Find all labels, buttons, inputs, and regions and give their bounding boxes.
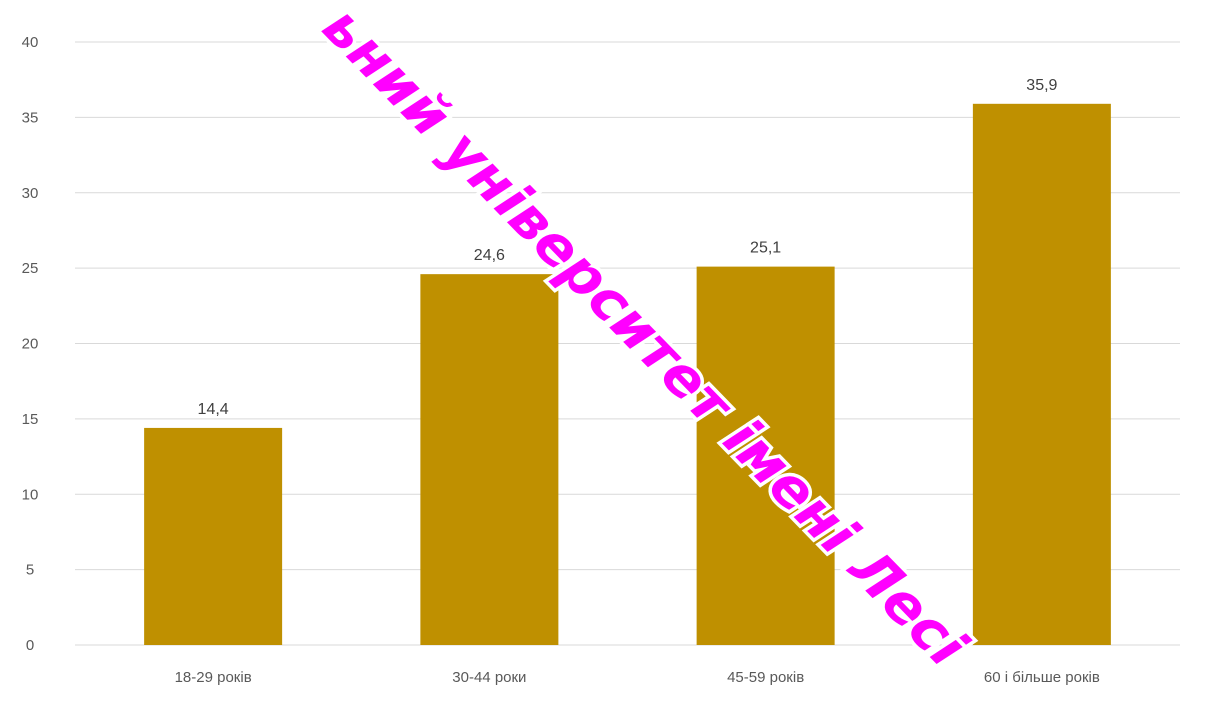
y-tick-label: 40 <box>22 34 39 51</box>
y-tick-label: 15 <box>22 411 39 428</box>
y-tick-label: 30 <box>22 185 39 202</box>
bar <box>972 103 1111 646</box>
bar <box>420 274 559 645</box>
data-label: 24,6 <box>474 247 505 264</box>
y-tick-label: 10 <box>22 486 39 503</box>
bar <box>144 427 283 645</box>
bar <box>696 266 835 645</box>
bars <box>144 103 1111 646</box>
y-tick-label: 35 <box>22 109 39 126</box>
category-label: 45-59 років <box>727 669 804 686</box>
category-label: 30-44 роки <box>452 669 526 686</box>
data-label: 35,9 <box>1026 77 1057 94</box>
watermark-text: ьний університет імені Лесі <box>310 0 979 680</box>
data-labels: 14,4 24,6 25,1 35,9 <box>198 77 1058 418</box>
category-label: 18-29 років <box>175 669 252 686</box>
y-axis-tick-labels: 0 5 10 15 20 25 30 35 40 <box>22 34 39 654</box>
watermark-overlay: ьний університет імені Лесі <box>306 0 982 683</box>
data-label: 25,1 <box>750 240 781 257</box>
data-label: 14,4 <box>198 401 229 418</box>
y-tick-label: 25 <box>22 260 39 277</box>
category-label: 60 і більше років <box>984 669 1100 686</box>
x-axis-category-labels: 18-29 років 30-44 роки 45-59 років 60 і біл… <box>175 669 1100 686</box>
y-tick-label: 0 <box>26 637 34 654</box>
y-tick-label: 20 <box>22 336 39 353</box>
y-tick-label: 5 <box>26 562 34 579</box>
